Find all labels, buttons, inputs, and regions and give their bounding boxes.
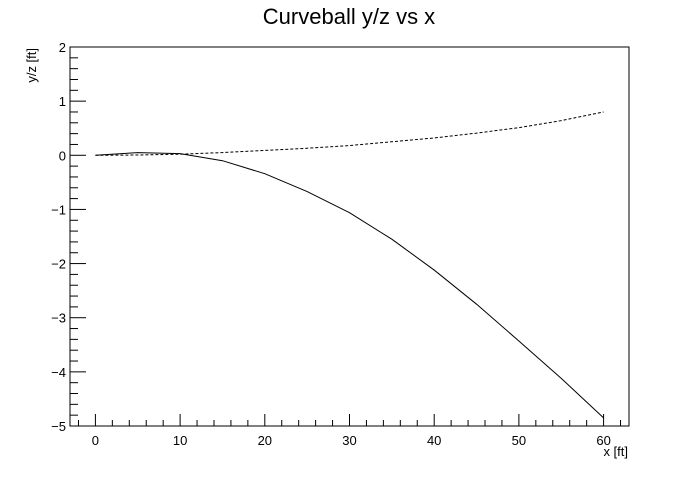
series-layer xyxy=(95,111,604,419)
y-tick-label: 0 xyxy=(59,148,66,163)
y-tick-label: −2 xyxy=(51,257,66,272)
y-tick-label: −3 xyxy=(51,311,66,326)
x-tick-label: 20 xyxy=(258,433,272,448)
series-line-solid xyxy=(95,152,604,419)
y-tick-label: −5 xyxy=(51,419,66,434)
x-tick-label: 50 xyxy=(512,433,526,448)
y-tick-label: −1 xyxy=(51,202,66,217)
x-axis-label: x [ft] xyxy=(603,444,628,459)
x-tick-label: 60 xyxy=(596,433,610,448)
plot-frame xyxy=(69,46,630,427)
x-tick-label: 30 xyxy=(342,433,356,448)
y-tick-label: −4 xyxy=(51,365,66,380)
x-tick-label: 40 xyxy=(427,433,441,448)
x-tick-label: 0 xyxy=(92,433,99,448)
chart-title: Curveball y/z vs x xyxy=(263,4,435,29)
x-tick-label: 10 xyxy=(173,433,187,448)
y-tick-label: 2 xyxy=(59,40,66,55)
x-axis-ticks: 0 10 20 30 40 50 60 xyxy=(77,414,622,448)
y-axis-label: y/z [ft] xyxy=(24,48,39,83)
y-axis-ticks: −5 −4 −3 −2 −1 0 1 2 xyxy=(51,40,86,434)
y-tick-label: 1 xyxy=(59,94,66,109)
series-line-dashed xyxy=(95,111,604,156)
